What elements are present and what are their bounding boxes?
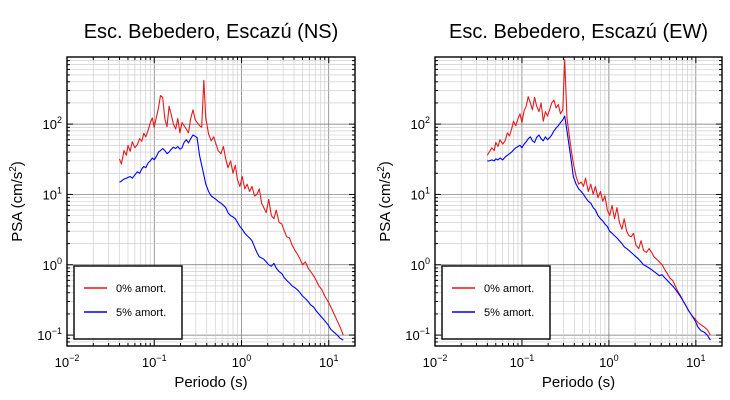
- y-tick-label: 101: [411, 185, 430, 202]
- y-tick-label: 102: [43, 115, 62, 132]
- x-tick-label-base: 10: [142, 355, 156, 370]
- y-axis-label-sup: 2: [376, 166, 387, 172]
- y-tick-label: 10−1: [37, 326, 62, 343]
- x-tick-label: 10−1: [510, 353, 535, 370]
- legend-label: 5% amort.: [484, 307, 534, 319]
- y-axis-label-main: PSA (cm/s: [9, 172, 26, 242]
- y-tick-label-exponent: 2: [57, 115, 62, 125]
- y-tick-label-exponent: 0: [57, 256, 62, 266]
- y-axis-label-sup: 2: [8, 166, 19, 172]
- x-tick-label-base: 10: [423, 355, 437, 370]
- chart-title: Esc. Bebedero, Escazú (NS): [84, 21, 339, 43]
- y-tick-label: 102: [411, 115, 430, 132]
- y-tick-label-exponent: 1: [57, 185, 62, 195]
- y-tick-label-exponent: −1: [52, 326, 62, 336]
- x-tick-label: 100: [232, 353, 251, 370]
- x-tick-label-exponent: 0: [614, 353, 619, 363]
- x-tick-label: 101: [686, 353, 705, 370]
- y-tick-label-exponent: 0: [425, 256, 430, 266]
- legend-label: 0% amort.: [484, 283, 534, 295]
- y-axis-label: PSA (cm/s2): [8, 161, 26, 242]
- chart-title: Esc. Bebedero, Escazú (EW): [449, 21, 708, 43]
- legend: 0% amort. 5% amort.: [73, 265, 183, 340]
- x-tick-label-exponent: 1: [333, 353, 338, 363]
- y-axis-label-close: ): [377, 161, 394, 166]
- x-tick-label-exponent: −1: [524, 353, 534, 363]
- ns-chart-panel: 0% amort.5% amort.10−2 10−1 100 10110−11001…: [8, 21, 356, 391]
- series-line-0-amort-: [118, 79, 344, 336]
- series-line-0-amort-: [486, 59, 711, 336]
- x-tick-label: 10−2: [423, 353, 448, 370]
- legend: 0% amort. 5% amort.: [441, 265, 551, 340]
- x-tick-label-exponent: −2: [69, 353, 79, 363]
- x-tick-label-base: 10: [599, 355, 613, 370]
- x-tick-label-exponent: −2: [437, 353, 447, 363]
- x-axis-label: Periodo (s): [174, 374, 247, 391]
- y-tick-label-base: 10: [43, 258, 57, 273]
- x-tick-label-base: 10: [232, 355, 246, 370]
- legend-label: 5% amort.: [116, 307, 166, 319]
- series-line-5-amort-: [487, 115, 711, 341]
- legend-label: 0% amort.: [116, 283, 166, 295]
- x-axis-label: Periodo (s): [542, 374, 615, 391]
- y-tick-label-base: 10: [411, 117, 425, 132]
- y-tick-label-base: 10: [411, 258, 425, 273]
- x-tick-label: 100: [599, 353, 618, 370]
- y-tick-label-base: 10: [43, 187, 57, 202]
- series-line-5-amort-: [119, 134, 344, 341]
- y-tick-label-base: 10: [37, 328, 51, 343]
- y-tick-label-base: 10: [43, 117, 57, 132]
- y-tick-label-exponent: −1: [420, 326, 430, 336]
- x-tick-label-base: 10: [55, 355, 69, 370]
- plot-frame: [66, 56, 356, 347]
- y-tick-label-exponent: 1: [425, 185, 430, 195]
- y-axis-label: PSA (cm/s2): [376, 161, 394, 242]
- y-tick-label-base: 10: [411, 187, 425, 202]
- legend-box: [73, 265, 183, 340]
- plot-frame: [434, 56, 723, 347]
- ew-chart-panel: 0% amort.5% amort.10−2 10−1 100 10110−11001…: [376, 21, 723, 391]
- x-tick-label-exponent: −1: [156, 353, 166, 363]
- x-tick-label-base: 10: [510, 355, 524, 370]
- x-tick-label-base: 10: [319, 355, 333, 370]
- y-tick-label: 10−1: [405, 326, 430, 343]
- y-tick-label: 100: [411, 256, 430, 273]
- x-tick-label: 10−2: [55, 353, 80, 370]
- y-axis-label-close: ): [9, 161, 26, 166]
- y-tick-label-base: 10: [405, 328, 419, 343]
- x-tick-label-exponent: 0: [246, 353, 251, 363]
- x-tick-label: 101: [319, 353, 338, 370]
- y-tick-label-exponent: 2: [425, 115, 430, 125]
- y-axis-label-main: PSA (cm/s: [377, 172, 394, 242]
- y-tick-label: 101: [43, 185, 62, 202]
- legend-box: [441, 265, 551, 340]
- x-tick-label: 10−1: [142, 353, 167, 370]
- y-tick-label: 100: [43, 256, 62, 273]
- x-tick-label-base: 10: [686, 355, 700, 370]
- x-tick-label-exponent: 1: [701, 353, 706, 363]
